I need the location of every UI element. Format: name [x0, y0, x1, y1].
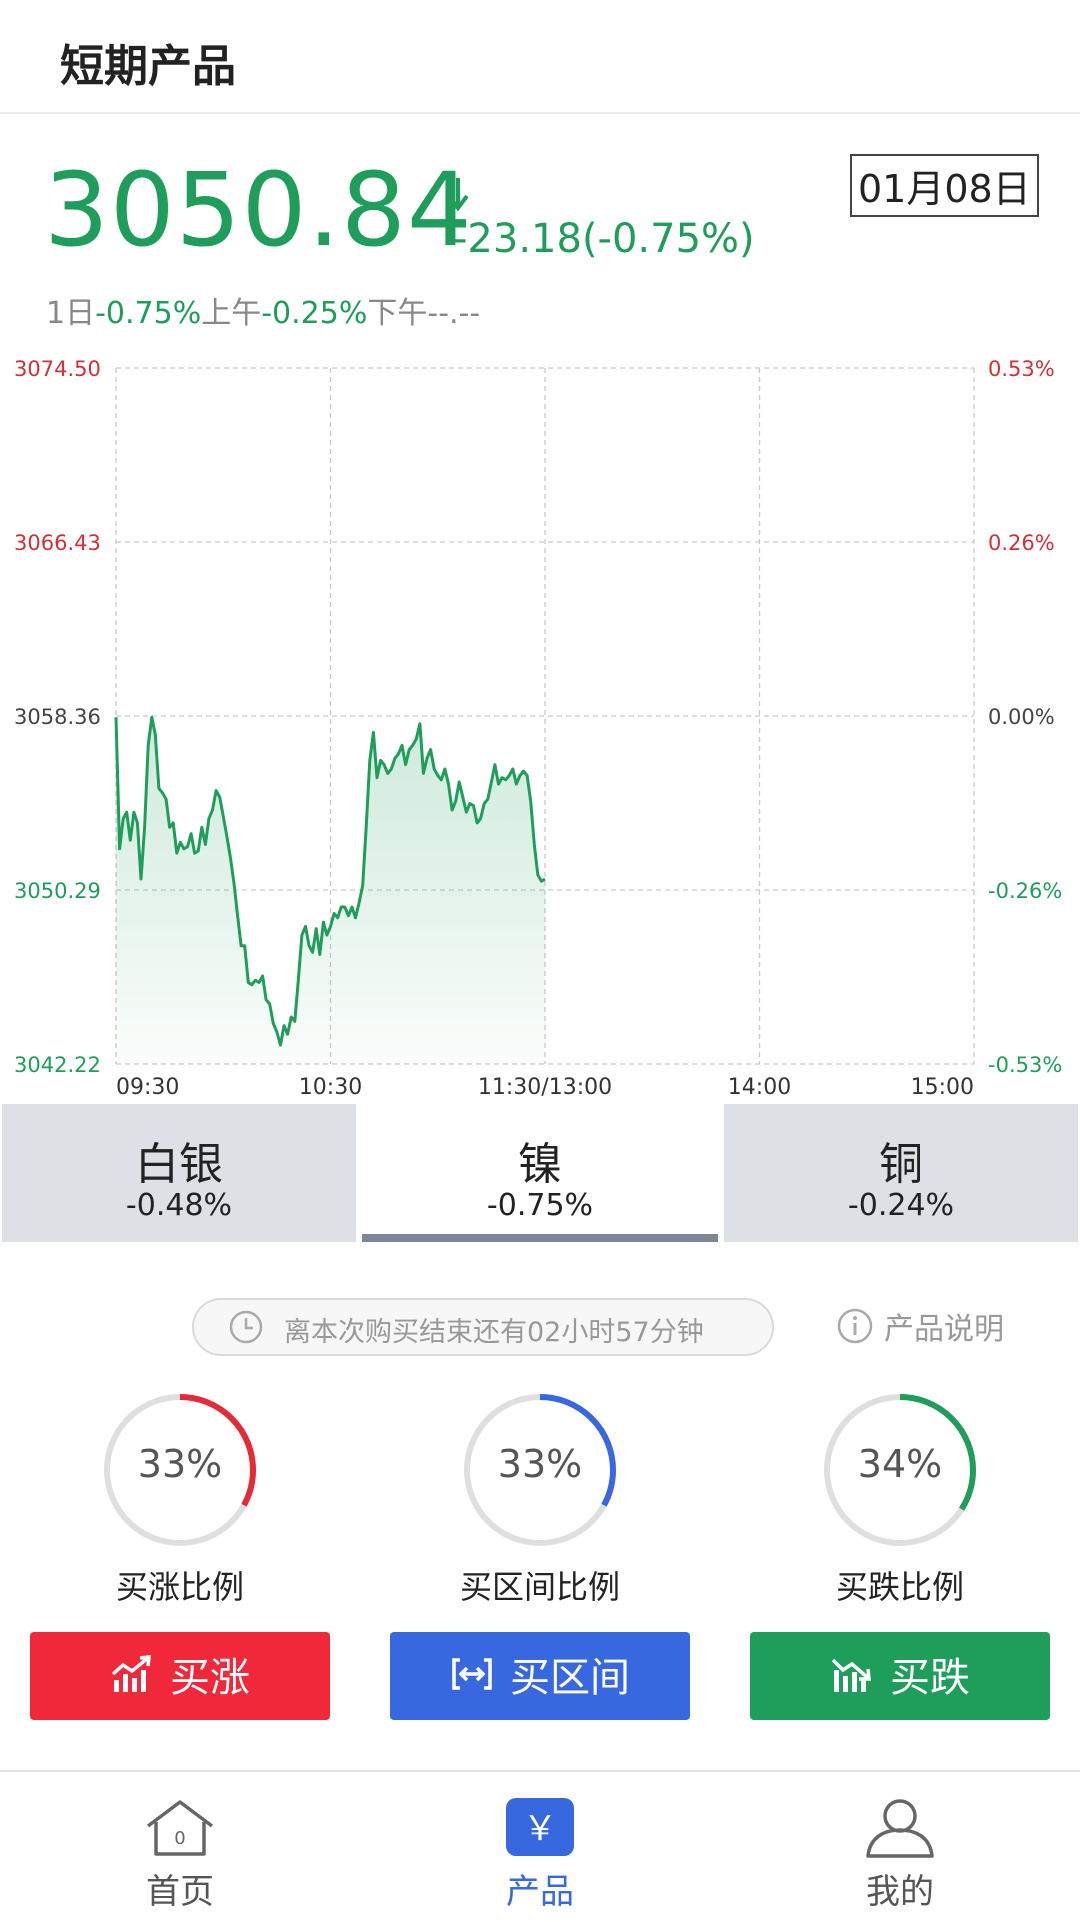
ratio-ring-up: 33% [100, 1390, 260, 1550]
nav-product-label: 产品 [506, 1872, 574, 1912]
home-icon: 0 [146, 1800, 214, 1856]
y-axis-left-label: 3058.36 [14, 705, 101, 729]
x-axis-label: 15:00 [911, 1075, 974, 1100]
date-selector[interactable]: 01月08日 [850, 154, 1039, 217]
y-axis-right-label: 0.00% [988, 705, 1055, 729]
user-icon [866, 1799, 934, 1858]
y-axis-right-label: -0.26% [988, 879, 1062, 903]
app-header: 短期产品 [0, 0, 1080, 114]
period-changes: 1日-0.75%上午-0.25%下午--.-- [46, 288, 480, 332]
arrow-down-icon [447, 178, 469, 212]
home-icon-badge: 0 [174, 1828, 185, 1849]
purchase-countdown: 离本次购买结束还有02小时57分钟 [192, 1298, 774, 1356]
trend-down-icon [831, 1658, 871, 1692]
tab-silver-name: 白银 [135, 1139, 223, 1190]
trend-up-icon [111, 1655, 151, 1692]
product-yuan-glyph: ￥ [523, 1809, 557, 1849]
period-change-morning: -0.25% [261, 296, 368, 331]
clock-icon [229, 1310, 263, 1344]
page-title: 短期产品 [60, 41, 236, 92]
ratio-ring-range: 33% [460, 1390, 620, 1550]
period-change-day: -0.75% [95, 296, 202, 331]
buy-up-label: 买涨 [170, 1655, 250, 1701]
x-axis-label: 10:30 [299, 1075, 362, 1100]
y-axis-left-label: 3042.22 [14, 1053, 101, 1077]
ratio-up-label: 买涨比例 [115, 1568, 244, 1606]
tab-copper[interactable]: 铜 -0.24% [724, 1104, 1078, 1242]
buy-range-button[interactable]: 买区间 [390, 1632, 690, 1720]
ratio-range-label: 买区间比例 [459, 1568, 620, 1606]
countdown-text: 离本次购买结束还有02小时57分钟 [284, 1317, 704, 1348]
period-label-afternoon: 下午--.-- [367, 296, 481, 331]
y-axis-right-label: 0.53% [988, 357, 1055, 381]
tab-copper-change: -0.24% [847, 1188, 955, 1223]
product-tabs: 白银 -0.48% 镍 -0.75% 铜 -0.24% [0, 1104, 1080, 1244]
info-icon [837, 1308, 873, 1344]
x-axis-label: 09:30 [116, 1075, 179, 1100]
nav-mine-label: 我的 [866, 1872, 934, 1912]
range-icon [452, 1658, 492, 1690]
ratio-ring-down: 34% [820, 1390, 980, 1550]
current-price: 3050.84 [44, 151, 473, 270]
bottom-nav: 0 首页 ￥ 产品 我的 [0, 1770, 1080, 1922]
price-area [116, 717, 545, 1064]
ring-up-graphic [104, 1394, 256, 1546]
buy-down-label: 买跌 [890, 1655, 970, 1701]
tab-copper-name: 铜 [879, 1139, 923, 1190]
nav-home[interactable]: 0 首页 [80, 1772, 280, 1922]
tab-silver-change: -0.48% [125, 1188, 233, 1223]
nav-product[interactable]: ￥ 产品 [440, 1772, 640, 1922]
tab-active-indicator [362, 1234, 718, 1242]
y-axis-left-label: 3066.43 [14, 531, 101, 555]
tab-nickel[interactable]: 镍 -0.75% [362, 1104, 718, 1242]
y-axis-left-label: 3050.29 [14, 879, 101, 903]
y-axis-right-label: 0.26% [988, 531, 1055, 555]
tab-nickel-change: -0.75% [486, 1188, 594, 1223]
ratio-down-label: 买跌比例 [835, 1568, 964, 1606]
buy-down-button[interactable]: 买跌 [750, 1632, 1050, 1720]
tab-silver[interactable]: 白银 -0.48% [2, 1104, 356, 1242]
tab-nickel-name: 镍 [518, 1139, 562, 1190]
product-yuan-icon: ￥ [506, 1798, 574, 1856]
price-line [114, 715, 546, 1047]
period-label-day: 1日 [46, 296, 96, 331]
ratio-range-value: 33% [497, 1442, 583, 1486]
buy-range-label: 买区间 [510, 1655, 630, 1701]
buy-up-button[interactable]: 买涨 [30, 1632, 330, 1720]
price-change: -23.18(-0.75%) [453, 216, 755, 262]
y-axis-left-label: 3074.50 [14, 357, 101, 381]
ratio-up-value: 33% [137, 1442, 223, 1486]
nav-mine[interactable]: 我的 [800, 1772, 1000, 1922]
x-axis-label: 14:00 [728, 1075, 791, 1100]
period-label-morning: 上午 [201, 296, 262, 331]
ratio-down-value: 34% [857, 1442, 943, 1486]
y-axis-right-label: -0.53% [988, 1053, 1062, 1077]
ring-down-graphic [824, 1394, 976, 1546]
product-info-link[interactable]: 产品说明 [836, 1304, 1004, 1348]
intraday-price-chart: 3074.50 3066.43 3058.36 3050.29 3042.22 0.53%… [14, 357, 1062, 1100]
nav-home-label: 首页 [146, 1872, 214, 1912]
x-axis-label: 11:30/13:00 [478, 1075, 612, 1100]
product-info-label: 产品说明 [884, 1312, 1004, 1347]
ring-range-graphic [464, 1394, 616, 1546]
